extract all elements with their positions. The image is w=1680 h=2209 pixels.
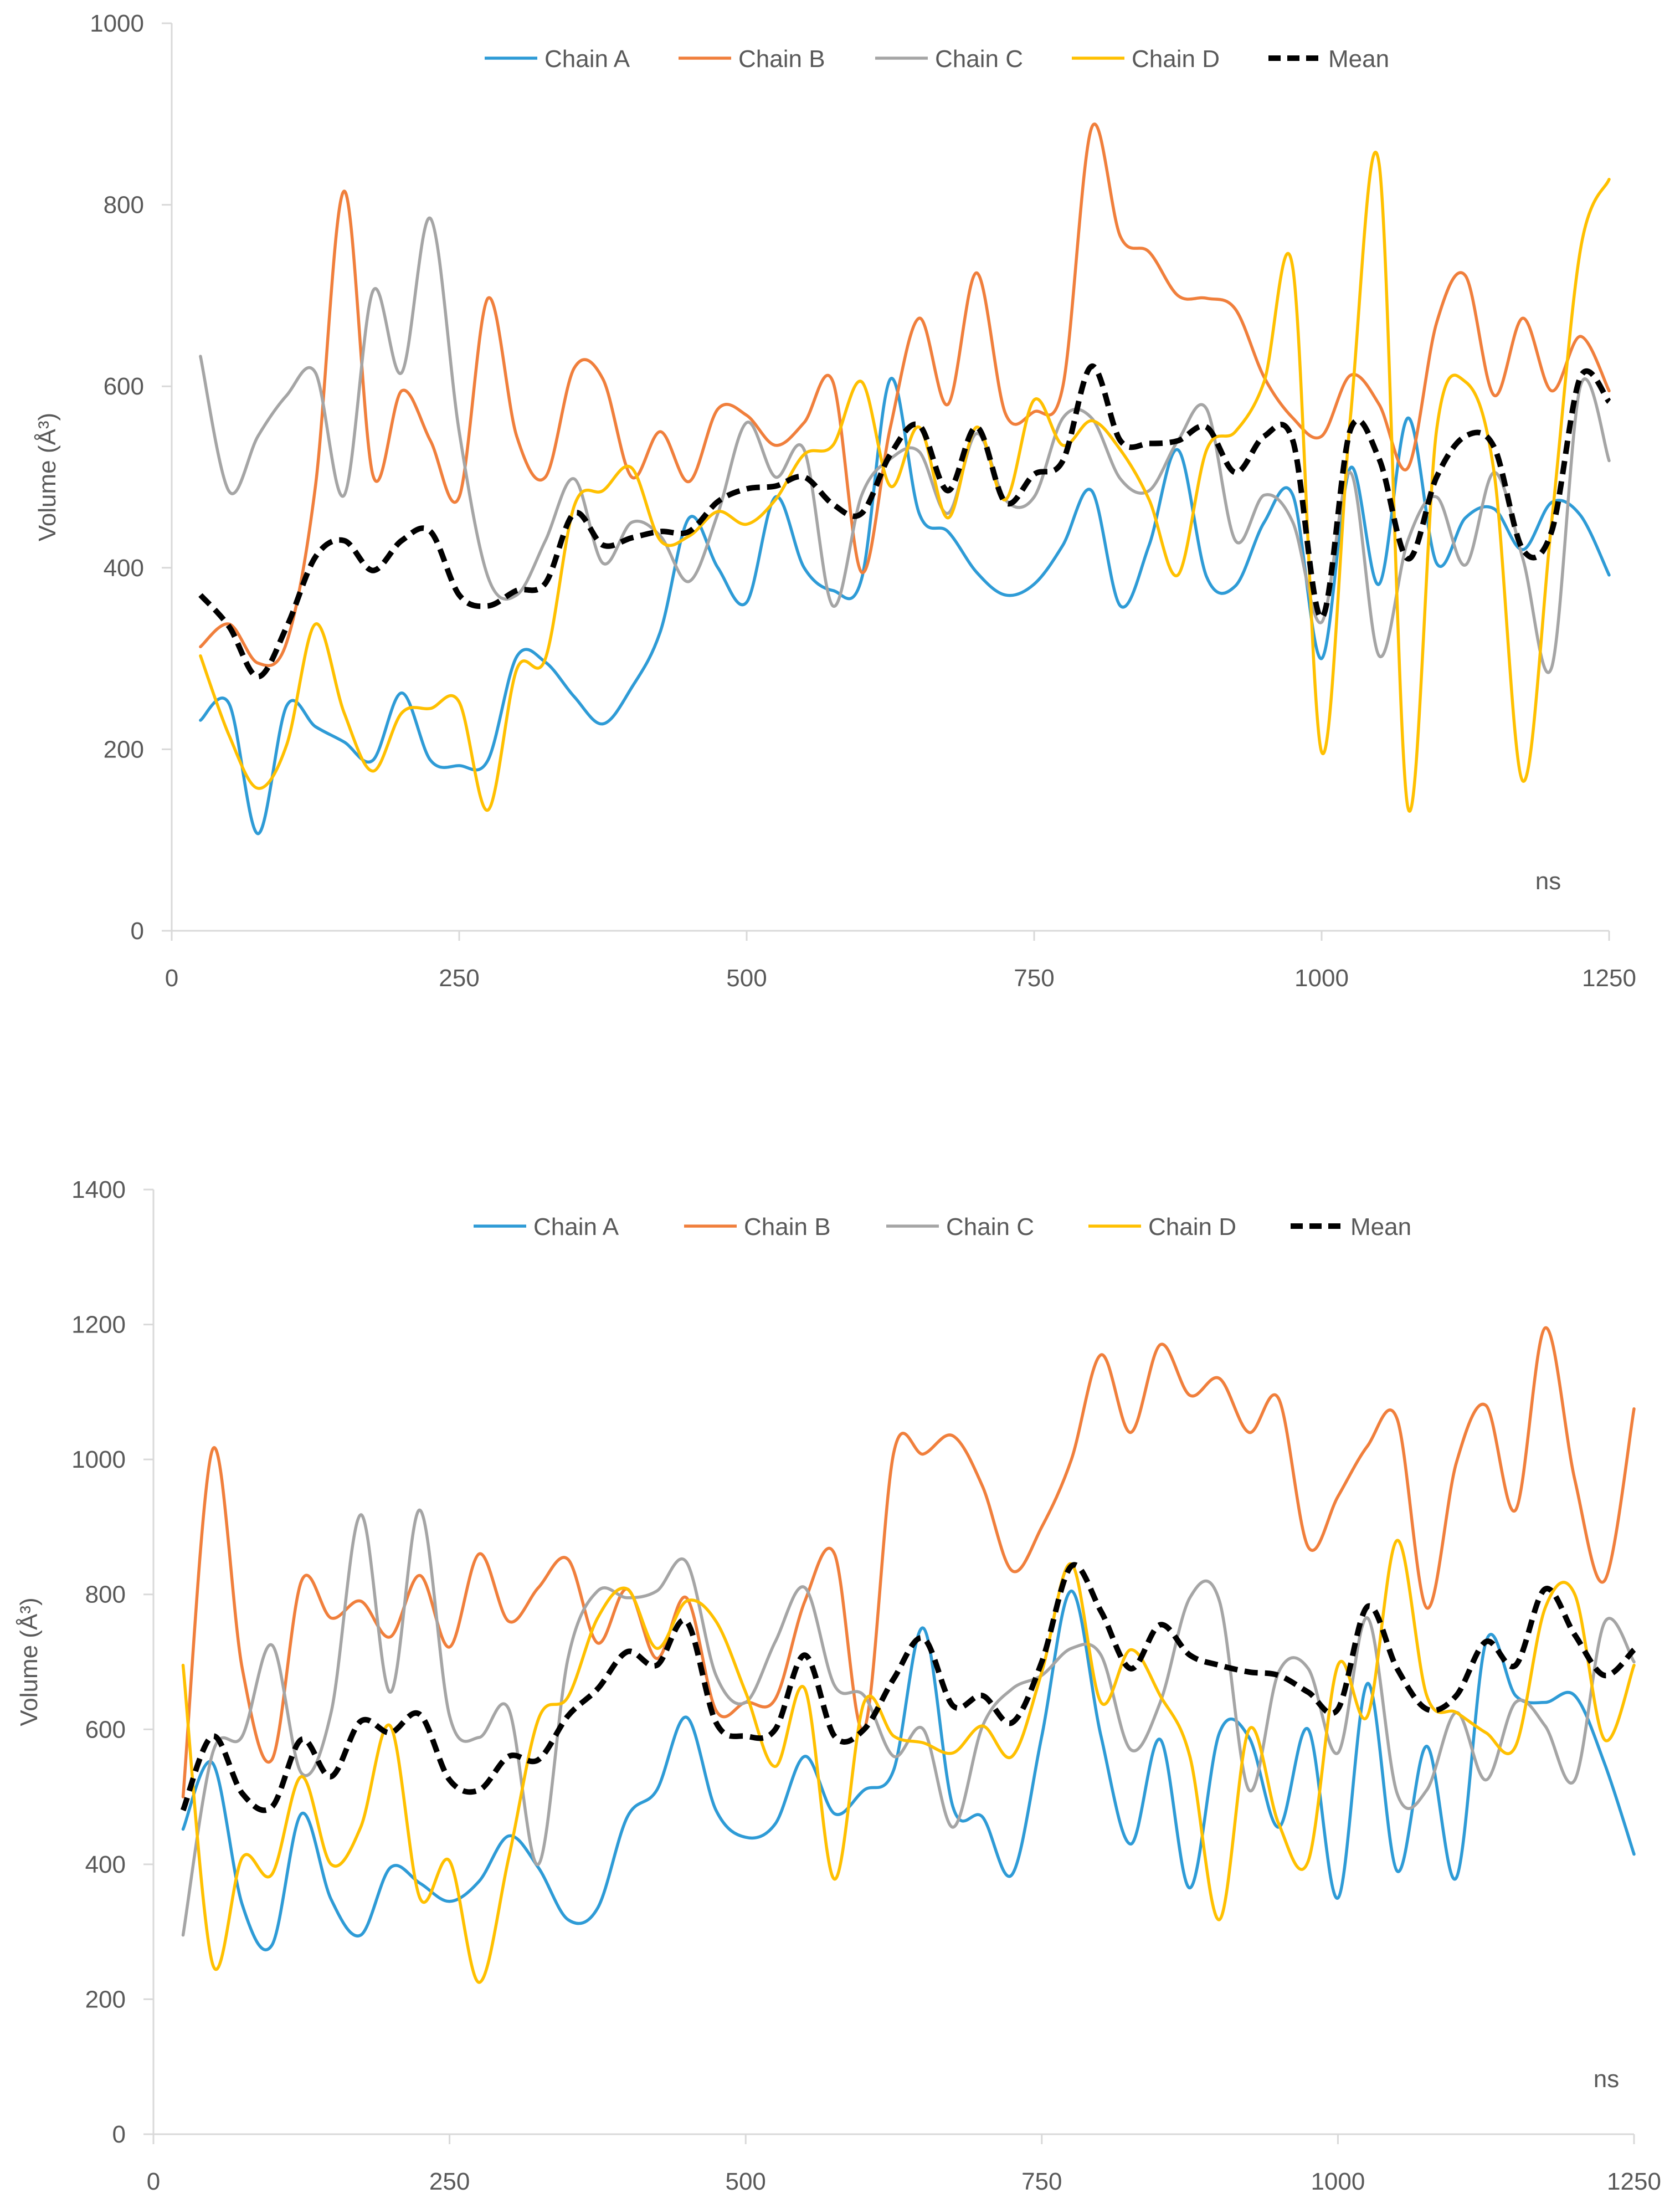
x-tick-label: 750 xyxy=(1021,2168,1062,2195)
legend-label: Chain A xyxy=(533,1213,619,1241)
x-axis-title: ns xyxy=(1535,868,1561,895)
series-line-chain-d xyxy=(199,151,1611,813)
y-tick-label: 1000 xyxy=(90,10,144,37)
y-tick-label: 200 xyxy=(104,736,144,763)
legend-label: Mean xyxy=(1328,45,1389,73)
legend: Chain A Chain B Chain C Chain D Mean xyxy=(474,1213,1411,1241)
chart-panel-2: 0 200 400 600 800 1000 1200 1400 0 250 500 750 1000 1… xyxy=(16,1176,1661,2195)
series-line-mean xyxy=(180,1562,1636,1813)
y-tick-label: 600 xyxy=(85,1716,126,1743)
y-tick-label: 800 xyxy=(85,1581,126,1608)
series-line-chain-a xyxy=(181,1589,1636,1951)
y-tick-label: 0 xyxy=(131,918,144,945)
x-tick-label: 1250 xyxy=(1582,965,1636,992)
y-tick-label: 400 xyxy=(85,1851,126,1878)
y-tick-label: 0 xyxy=(112,2121,126,2148)
legend-label: Chain B xyxy=(744,1213,831,1241)
x-tick-label: 1000 xyxy=(1311,2168,1365,2195)
legend-label: Chain D xyxy=(1132,45,1220,73)
series-line-mean xyxy=(198,363,1611,680)
legend-label: Chain D xyxy=(1148,1213,1236,1241)
y-tick-label: 400 xyxy=(104,555,144,582)
y-tick-label: 200 xyxy=(85,1986,126,2013)
x-tick-label: 500 xyxy=(726,965,767,992)
y-tick-label: 600 xyxy=(104,373,144,400)
y-axis-title: Volume (Å³) xyxy=(34,413,61,541)
y-tick-label: 800 xyxy=(104,192,144,219)
x-tick-label: 250 xyxy=(429,2168,470,2195)
x-tick-label: 500 xyxy=(725,2168,765,2195)
y-axis-title: Volume (Å³) xyxy=(16,1597,43,1726)
x-tick-label: 1000 xyxy=(1294,965,1349,992)
x-tick-label: 0 xyxy=(165,965,178,992)
legend-label: Chain C xyxy=(946,1213,1034,1241)
x-tick-label: 1250 xyxy=(1607,2168,1661,2195)
y-tick-label: 1000 xyxy=(71,1446,126,1473)
series-line-chain-b xyxy=(181,1326,1636,1798)
legend-label: Chain C xyxy=(935,45,1023,73)
legend-label: Chain B xyxy=(738,45,825,73)
x-tick-label: 250 xyxy=(439,965,479,992)
y-tick-label: 1200 xyxy=(71,1311,126,1339)
series-line-chain-d xyxy=(181,1539,1636,1984)
legend-label: Mean xyxy=(1350,1213,1411,1241)
legend-label: Chain A xyxy=(544,45,630,73)
chart-panel-1: 0 200 400 600 800 1000 0 250 500 750 1000 1250 Volum… xyxy=(34,10,1636,992)
y-tick-label: 1400 xyxy=(71,1176,126,1203)
x-axis-title: ns xyxy=(1594,2066,1619,2093)
series-line-chain-a xyxy=(199,377,1611,836)
series-line-chain-c xyxy=(181,1508,1636,1937)
x-tick-label: 0 xyxy=(147,2168,160,2195)
series-line-chain-c xyxy=(199,216,1611,674)
legend: Chain A Chain B Chain C Chain D Mean xyxy=(485,45,1389,73)
x-tick-label: 750 xyxy=(1014,965,1054,992)
